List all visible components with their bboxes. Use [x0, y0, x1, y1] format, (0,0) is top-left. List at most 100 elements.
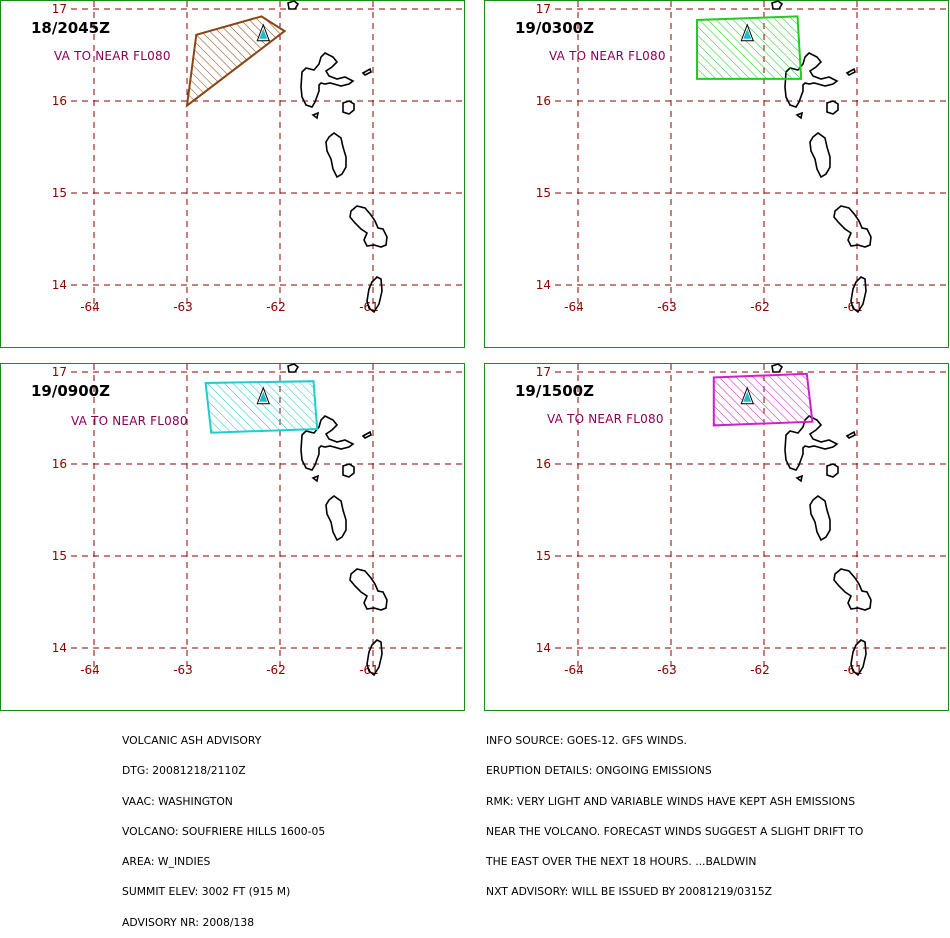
- island-marie: [826, 100, 839, 115]
- graticule: [71, 1, 464, 311]
- panel-time-label: 19/0300Z: [515, 19, 594, 37]
- advisory-line: AREA: W_INDIES: [122, 855, 211, 869]
- volcano-icon: [256, 23, 270, 42]
- lat-tick-label: 15: [536, 549, 551, 563]
- advisory-line: ERUPTION DETAILS: ONGOING EMISSIONS: [486, 764, 712, 778]
- lat-tick-label: 14: [52, 278, 67, 292]
- island-stlucia: [366, 639, 383, 677]
- lat-tick-label: 17: [536, 2, 551, 16]
- island-martinique: [349, 205, 388, 248]
- island-desirade: [361, 67, 372, 76]
- advisory-line: VAAC: WASHINGTON: [122, 794, 233, 808]
- island-dominica: [809, 131, 831, 179]
- island-guadeloupe: [300, 415, 355, 471]
- advisory-line: VOLCANO: SOUFRIERE HILLS 1600-05: [122, 824, 326, 838]
- lon-tick-label: -63: [657, 663, 677, 677]
- island-stlucia: [850, 276, 867, 314]
- advisory-line: DTG: 20081218/2110Z: [122, 764, 246, 778]
- advisory-line: SUMMIT ELEV: 3002 FT (915 M): [122, 885, 291, 899]
- lon-tick-label: -62: [750, 300, 770, 314]
- lon-tick-label: -62: [750, 663, 770, 677]
- graticule: [555, 1, 948, 311]
- map-panel-4: 17 16 15 14 -64 -63 -62 -61 19/1500Z VA TO NEAR…: [484, 363, 949, 711]
- volcano-icon: [256, 386, 270, 405]
- ash-cloud-polygon: [712, 372, 814, 427]
- lat-tick-label: 14: [536, 278, 551, 292]
- advisory-line: RMK: VERY LIGHT AND VARIABLE WINDS HAVE …: [486, 794, 856, 808]
- va-level-label: VA TO NEAR FL080: [549, 49, 666, 63]
- lat-tick-label: 16: [52, 94, 67, 108]
- island-lessaintes: [311, 474, 320, 483]
- island-guadeloupe: [784, 415, 839, 471]
- ash-cloud-polygon: [204, 380, 319, 434]
- island-desirade: [361, 430, 372, 439]
- island-guadeloupe: [784, 52, 839, 108]
- lon-tick-label: -64: [564, 663, 584, 677]
- island-marie: [342, 100, 355, 115]
- lat-tick-label: 14: [536, 641, 551, 655]
- lon-tick-label: -62: [266, 663, 286, 677]
- island-lessaintes: [795, 474, 804, 483]
- lon-tick-label: -63: [173, 663, 193, 677]
- island-stlucia: [366, 276, 383, 314]
- map-panel-2: 17 16 15 14 -64 -63 -62 -61 19/0300Z VA TO NEAR…: [484, 0, 949, 348]
- lon-tick-label: -64: [80, 663, 100, 677]
- volcano-icon: [740, 23, 754, 42]
- island-marie: [342, 463, 355, 478]
- panel-time-label: 19/1500Z: [515, 382, 594, 400]
- island-martinique: [349, 568, 388, 611]
- graticule: [555, 364, 948, 674]
- advisory-line: ADVISORY NR: 2008/138: [122, 915, 255, 929]
- island-desirade: [845, 430, 856, 439]
- island-martinique: [833, 205, 872, 248]
- lat-tick-label: 15: [536, 186, 551, 200]
- va-level-label: VA TO NEAR FL080: [547, 412, 664, 426]
- lat-tick-label: 15: [52, 186, 67, 200]
- volcano-icon: [740, 386, 754, 405]
- island-montserrat: [771, 363, 784, 373]
- advisory-line: NXT ADVISORY: WILL BE ISSUED BY 20081219…: [486, 885, 772, 899]
- lat-tick-label: 15: [52, 549, 67, 563]
- lon-tick-label: -62: [266, 300, 286, 314]
- lon-tick-label: -64: [80, 300, 100, 314]
- island-outlines: [287, 363, 388, 677]
- island-montserrat: [287, 0, 300, 10]
- island-desirade: [845, 67, 856, 76]
- advisory-info-left: VOLCANIC ASH ADVISORY DTG: 20081218/2110…: [122, 716, 325, 938]
- lat-tick-label: 17: [52, 365, 67, 379]
- map-panel-1: 17 16 15 14 -64 -63 -62 -61 18/2045Z VA TO NEAR…: [0, 0, 465, 348]
- lat-tick-label: 14: [52, 641, 67, 655]
- panel-time-label: 18/2045Z: [31, 19, 110, 37]
- lat-tick-label: 16: [52, 457, 67, 471]
- island-montserrat: [287, 363, 300, 373]
- graticule: [71, 364, 464, 674]
- island-lessaintes: [311, 111, 320, 120]
- va-level-label: VA TO NEAR FL080: [71, 414, 188, 428]
- panel-time-label: 19/0900Z: [31, 382, 110, 400]
- ash-cloud-polygon: [696, 15, 803, 80]
- advisory-line: THE EAST OVER THE NEXT 18 HOURS. ...BALD…: [486, 855, 757, 869]
- advisory-line: NEAR THE VOLCANO. FORECAST WINDS SUGGEST…: [486, 824, 864, 838]
- island-stlucia: [850, 639, 867, 677]
- map-panel-3: 17 16 15 14 -64 -63 -62 -61 19/0900Z VA TO NEAR…: [0, 363, 465, 711]
- advisory-line: VOLCANIC ASH ADVISORY: [122, 734, 262, 747]
- island-dominica: [809, 494, 831, 542]
- lon-tick-label: -64: [564, 300, 584, 314]
- lon-tick-label: -63: [173, 300, 193, 314]
- island-marie: [826, 463, 839, 478]
- lat-tick-label: 16: [536, 94, 551, 108]
- island-dominica: [325, 494, 347, 542]
- ash-cloud-polygon: [185, 15, 287, 108]
- island-outlines: [287, 0, 388, 314]
- lat-tick-label: 17: [536, 365, 551, 379]
- island-lessaintes: [795, 111, 804, 120]
- island-montserrat: [771, 0, 784, 10]
- va-level-label: VA TO NEAR FL080: [54, 49, 171, 63]
- advisory-line: INFO SOURCE: GOES-12. GFS WINDS.: [486, 734, 687, 747]
- island-guadeloupe: [300, 52, 355, 108]
- lon-tick-label: -63: [657, 300, 677, 314]
